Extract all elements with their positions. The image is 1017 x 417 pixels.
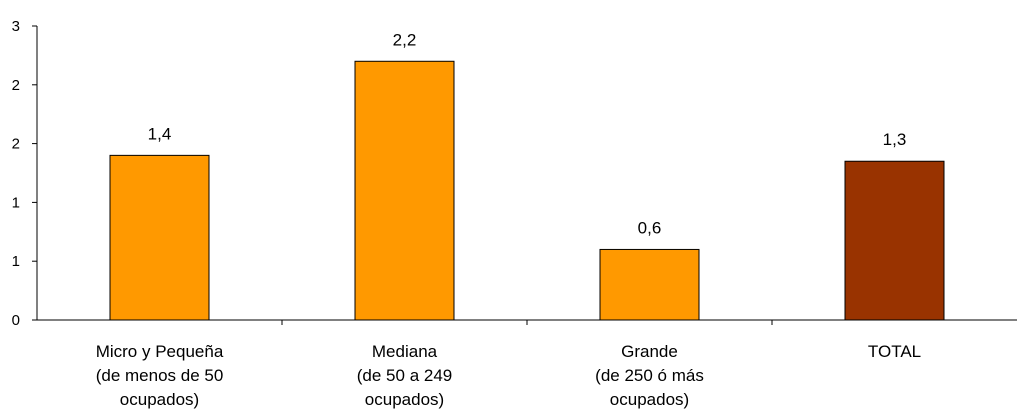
data-label: 2,2 [393, 30, 417, 49]
x-tick-label-line: ocupados) [119, 390, 200, 409]
x-tick-label-line: Mediana [371, 342, 438, 361]
x-tick-label-line: Grande [621, 342, 678, 361]
x-tick-label: Grande (de 250 ó más ocupados) [550, 340, 750, 412]
y-tick-label: 0 [12, 312, 20, 329]
bar [354, 60, 455, 321]
bar [109, 154, 210, 321]
x-tick-label: Micro y Pequeña (de menos de 50 ocupados) [60, 340, 260, 412]
bar [844, 160, 945, 321]
x-tick-label-line: (de menos de 50 [95, 366, 224, 385]
x-tick-label-line: Micro y Pequeña [95, 342, 224, 361]
y-tick-label: 2 [12, 136, 20, 153]
x-tick-label-line: (de 250 ó más [595, 366, 704, 385]
y-tick-label: 1 [12, 253, 20, 270]
data-label: 0,6 [638, 218, 662, 237]
y-tick-label: 2 [12, 77, 20, 94]
data-label: 1,3 [883, 130, 907, 149]
bars [109, 60, 945, 321]
data-label: 1,4 [148, 124, 172, 143]
x-tick-label-line: TOTAL [867, 342, 922, 361]
y-tick-label: 3 [12, 18, 20, 35]
y-tick-label: 1 [12, 194, 20, 211]
x-tick-label-line: ocupados) [609, 390, 690, 409]
x-tick-label-line: (de 50 a 249 [356, 366, 453, 385]
data-labels: 1,4 2,2 0,6 1,3 [148, 30, 907, 237]
x-tick-label-line: ocupados) [364, 390, 445, 409]
x-tick-label: Mediana (de 50 a 249 ocupados) [305, 340, 505, 412]
bar [599, 248, 700, 321]
x-tick-label: TOTAL [795, 340, 995, 364]
